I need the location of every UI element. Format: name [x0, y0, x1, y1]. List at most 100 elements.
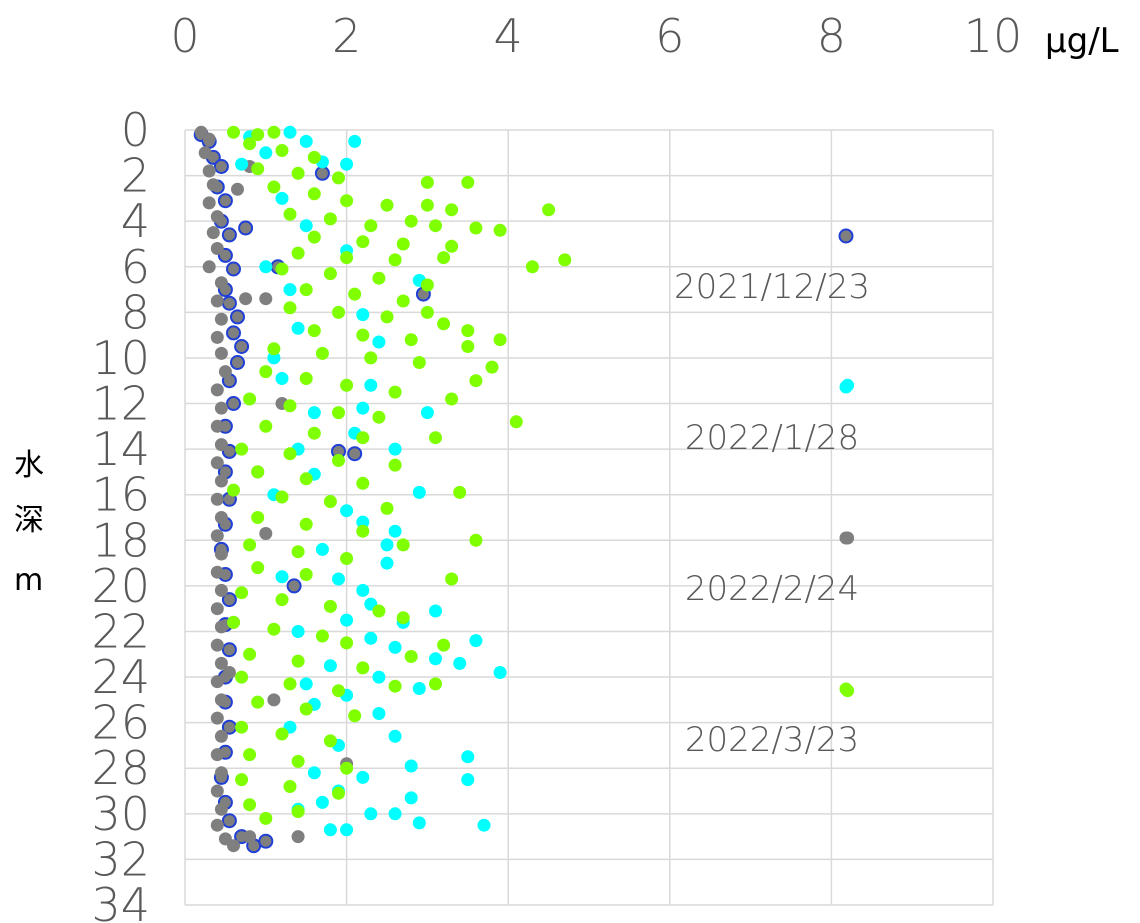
data-point: [372, 410, 386, 424]
data-point: [340, 636, 354, 650]
data-point: [221, 642, 237, 658]
data-point: [210, 675, 224, 689]
data-point: [210, 818, 224, 832]
data-point: [226, 396, 241, 411]
data-point: [332, 305, 345, 319]
data-point: [429, 652, 442, 666]
data-point: [307, 426, 321, 440]
data-point: [227, 125, 240, 139]
data-point: [388, 524, 402, 538]
data-point: [542, 203, 556, 217]
data-point: [214, 276, 228, 290]
x-tick-label: 6: [655, 9, 684, 63]
data-point: [340, 823, 354, 837]
data-point: [275, 727, 289, 741]
data-point: [404, 333, 418, 347]
y-tick-label: 4: [121, 194, 150, 248]
data-point: [238, 220, 254, 236]
data-point: [445, 203, 459, 217]
y-tick-label: 32: [91, 832, 150, 886]
data-point: [396, 538, 410, 552]
data-point: [388, 385, 402, 399]
data-point: [291, 754, 305, 768]
data-point: [332, 406, 345, 420]
y-tick-label: 2: [121, 149, 150, 203]
data-point: [235, 773, 249, 787]
data-point: [404, 791, 418, 805]
data-point: [210, 529, 224, 543]
data-point: [429, 604, 442, 618]
grid: [184, 129, 994, 906]
data-point: [340, 378, 354, 392]
y-tick-label: 14: [91, 422, 150, 476]
data-point: [437, 317, 451, 331]
data-point: [372, 604, 386, 618]
data-point: [291, 830, 305, 844]
y-tick-label: 16: [91, 468, 150, 522]
y-tick-label: 24: [91, 650, 150, 704]
data-point: [461, 773, 475, 787]
data-point: [493, 666, 507, 679]
data-point: [214, 474, 228, 488]
data-point: [469, 221, 483, 235]
data-point: [210, 602, 224, 616]
y-tick-label: 20: [91, 559, 150, 613]
data-point: [332, 786, 345, 800]
data-point: [356, 661, 370, 675]
data-point: [332, 684, 345, 698]
data-point: [221, 592, 237, 608]
data-point: [348, 287, 362, 301]
y-tick-label: 8: [121, 285, 150, 339]
data-point: [231, 182, 244, 196]
data-point: [267, 693, 281, 707]
data-point: [283, 283, 297, 297]
data-point: [227, 615, 240, 629]
data-point: [283, 780, 297, 793]
series-1: [235, 125, 855, 837]
data-point: [388, 679, 402, 693]
data-point: [323, 495, 337, 508]
data-point: [299, 517, 313, 531]
data-point: [226, 325, 241, 341]
data-point: [364, 351, 378, 365]
data-point: [323, 823, 337, 837]
data-point: [210, 210, 224, 224]
legend-marker: [838, 228, 854, 244]
data-point: [227, 483, 240, 497]
data-point: [299, 472, 313, 486]
y-label-char-2: 深: [14, 503, 44, 538]
data-point: [283, 125, 297, 139]
data-point: [340, 251, 354, 265]
y-tick-label: 26: [91, 696, 150, 750]
data-point: [283, 447, 297, 461]
data-point: [251, 128, 265, 142]
data-point: [348, 709, 362, 723]
data-point: [275, 570, 289, 584]
data-point: [214, 547, 228, 561]
data-point: [323, 659, 337, 673]
data-point: [299, 283, 313, 297]
data-point: [243, 647, 257, 661]
data-point: [469, 374, 483, 388]
data-point: [388, 458, 402, 472]
data-point: [243, 137, 257, 151]
data-point: [364, 219, 378, 233]
data-point: [323, 267, 337, 281]
data-point: [388, 640, 402, 654]
data-point: [214, 693, 228, 707]
data-point: [445, 572, 459, 586]
data-point: [210, 242, 224, 255]
y-tick-label: 30: [91, 787, 150, 841]
data-point: [243, 798, 257, 812]
data-point: [218, 365, 232, 379]
data-point: [275, 372, 289, 385]
data-point: [275, 262, 289, 276]
data-point: [315, 629, 329, 643]
data-point: [227, 839, 240, 853]
data-point: [210, 294, 224, 308]
series-2: [194, 125, 855, 853]
data-point: [453, 656, 467, 670]
data-point: [283, 399, 297, 413]
data-point: [198, 146, 212, 160]
